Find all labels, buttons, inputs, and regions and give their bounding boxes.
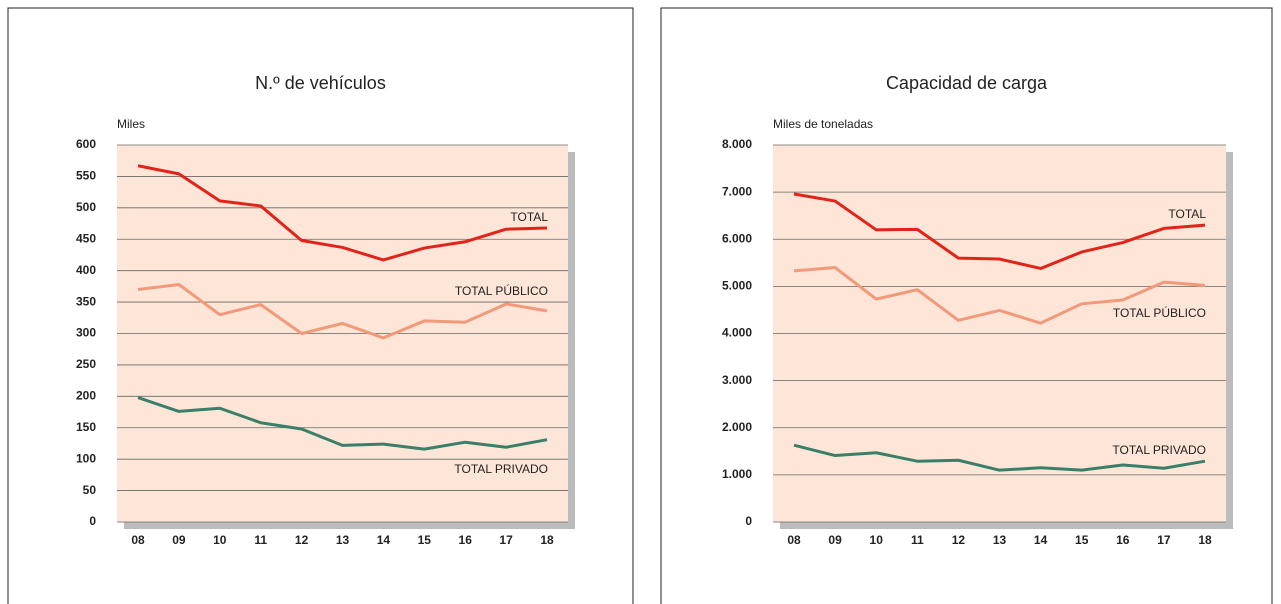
series-line bbox=[137, 164, 548, 262]
y-axis-label: Miles bbox=[117, 117, 145, 131]
y-tick-label: 0 bbox=[745, 514, 752, 528]
y-tick-label: 8.000 bbox=[722, 137, 752, 151]
chart-title: N.º de vehículos bbox=[255, 73, 386, 93]
series-label: TOTAL PÚBLICO bbox=[455, 283, 548, 298]
x-tick-label: 08 bbox=[131, 533, 145, 547]
frame bbox=[7, 7, 634, 604]
y-tick-label: 400 bbox=[76, 263, 96, 277]
x-tick-label: 14 bbox=[1034, 533, 1048, 547]
x-tick-label: 13 bbox=[993, 533, 1007, 547]
y-tick-label: 500 bbox=[76, 200, 96, 214]
y-tick-label: 550 bbox=[76, 169, 96, 183]
y-tick-label: 200 bbox=[76, 389, 96, 403]
series-line bbox=[793, 266, 1206, 325]
x-tick-label: 14 bbox=[377, 533, 391, 547]
y-tick-label: 300 bbox=[76, 326, 96, 340]
x-tick-label: 15 bbox=[1075, 533, 1089, 547]
x-tick-label: 17 bbox=[1157, 533, 1171, 547]
x-tick-label: 16 bbox=[459, 533, 473, 547]
y-tick-label: 600 bbox=[76, 137, 96, 151]
y-tick-label: 1.000 bbox=[722, 467, 752, 481]
series-label: TOTAL bbox=[510, 210, 548, 224]
x-tick-label: 10 bbox=[213, 533, 227, 547]
y-tick-label: 2.000 bbox=[722, 420, 752, 434]
x-tick-label: 16 bbox=[1116, 533, 1130, 547]
x-tick-label: 13 bbox=[336, 533, 350, 547]
series-line bbox=[793, 443, 1206, 472]
y-tick-label: 50 bbox=[83, 483, 97, 497]
x-tick-label: 11 bbox=[254, 533, 267, 547]
y-tick-label: 4.000 bbox=[722, 326, 752, 340]
x-tick-label: 15 bbox=[418, 533, 432, 547]
y-tick-label: 3.000 bbox=[722, 373, 752, 387]
y-tick-label: 0 bbox=[89, 514, 96, 528]
y-axis-label: Miles de toneladas bbox=[773, 117, 873, 131]
chart-title: Capacidad de carga bbox=[886, 73, 1048, 93]
series-line bbox=[793, 192, 1206, 270]
x-tick-label: 12 bbox=[295, 533, 309, 547]
y-tick-label: 6.000 bbox=[722, 231, 752, 245]
series-label: TOTAL PÚBLICO bbox=[1113, 305, 1206, 320]
y-tick-label: 7.000 bbox=[722, 184, 752, 198]
x-tick-label: 11 bbox=[911, 533, 924, 547]
series-line bbox=[137, 396, 548, 451]
x-tick-label: 09 bbox=[172, 533, 186, 547]
y-tick-label: 450 bbox=[76, 231, 96, 245]
y-tick-label: 100 bbox=[76, 451, 96, 465]
x-tick-label: 12 bbox=[952, 533, 966, 547]
frame bbox=[660, 7, 1273, 604]
series-line bbox=[137, 282, 548, 340]
x-tick-label: 18 bbox=[1198, 533, 1212, 547]
x-tick-label: 17 bbox=[499, 533, 513, 547]
x-tick-label: 10 bbox=[870, 533, 884, 547]
y-tick-label: 250 bbox=[76, 357, 96, 371]
x-tick-label: 18 bbox=[540, 533, 554, 547]
series-label: TOTAL PRIVADO bbox=[1112, 443, 1206, 457]
x-tick-label: 08 bbox=[787, 533, 801, 547]
series-label: TOTAL PRIVADO bbox=[454, 462, 548, 476]
y-tick-label: 5.000 bbox=[722, 279, 752, 293]
x-tick-label: 09 bbox=[828, 533, 842, 547]
series-label: TOTAL bbox=[1168, 207, 1206, 221]
y-tick-label: 150 bbox=[76, 420, 96, 434]
y-tick-label: 350 bbox=[76, 294, 96, 308]
